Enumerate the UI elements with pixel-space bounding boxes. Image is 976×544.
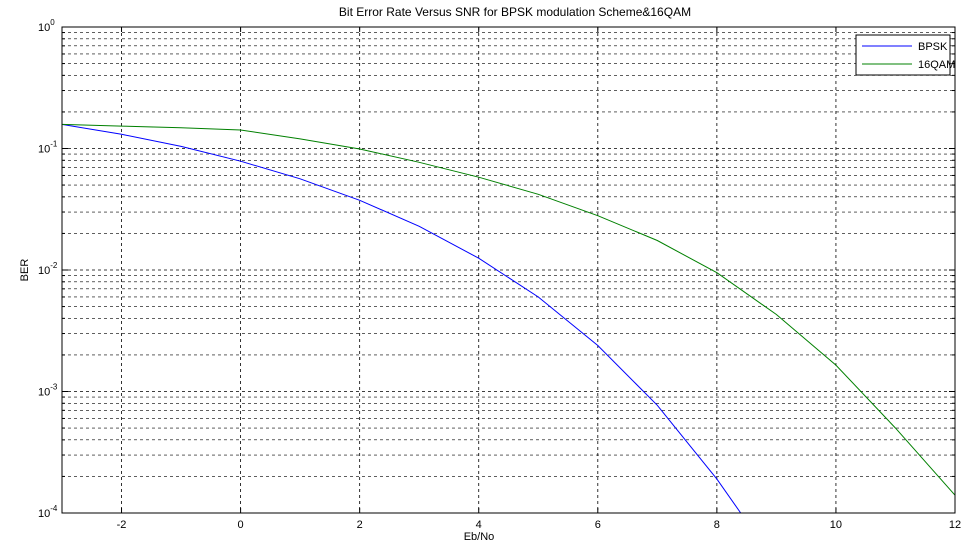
x-axis-label: Eb/No [464, 531, 495, 543]
chart-title: Bit Error Rate Versus SNR for BPSK modul… [339, 5, 691, 19]
y-axis-label: BER [19, 259, 31, 282]
x-tick-label: 4 [476, 519, 482, 531]
x-tick-label: 6 [595, 519, 601, 531]
x-tick-label: 0 [238, 519, 244, 531]
x-tick-label: 2 [357, 519, 363, 531]
legend-box [855, 34, 951, 76]
series-line-bpsk [61, 123, 742, 514]
series-lines [61, 123, 956, 514]
series-line-16qam [61, 123, 956, 496]
grid [62, 26, 955, 514]
legend-label-16qam: 16QAM [918, 59, 955, 71]
legend-label-bpsk: BPSK [918, 41, 948, 53]
x-tick-label: -2 [117, 519, 127, 531]
x-tick-label: 12 [949, 519, 961, 531]
x-tick-label: 10 [830, 519, 842, 531]
legend: BPSK 16QAM [855, 34, 955, 76]
x-tick-label: 8 [714, 519, 720, 531]
